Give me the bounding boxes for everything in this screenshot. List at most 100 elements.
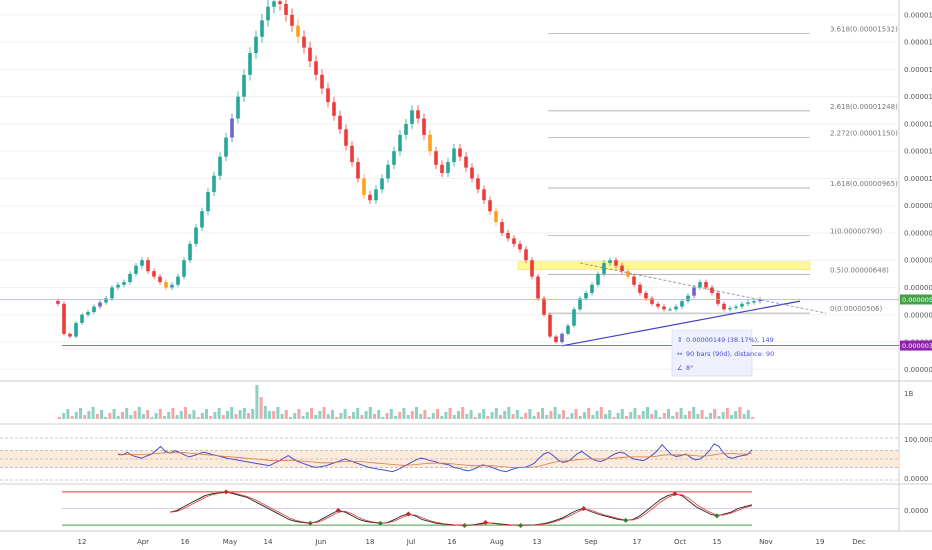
volume-bar	[394, 416, 397, 419]
fib-level-label: 0.5(0.00000648)	[830, 266, 889, 274]
volume-bar	[650, 414, 654, 419]
candle-body	[206, 192, 210, 212]
volume-bar	[79, 408, 82, 419]
candle-body	[224, 137, 228, 157]
volume-bar	[335, 417, 339, 419]
candle-body	[506, 232, 510, 239]
volume-bar	[553, 407, 557, 419]
volume-bar	[696, 414, 700, 419]
volume-bar	[688, 411, 691, 419]
volume-bar	[461, 407, 465, 419]
candle-body	[500, 222, 504, 233]
volume-bar	[700, 410, 704, 419]
candle-body	[596, 273, 600, 285]
volume-bar	[179, 411, 183, 419]
candle-body	[734, 306, 738, 308]
volume-bar	[297, 409, 301, 419]
stoch-cross-marker	[307, 520, 313, 526]
volume-bar	[725, 408, 729, 419]
candle-body	[674, 306, 678, 310]
volume-bar	[612, 417, 616, 419]
rsi-ma-line	[118, 452, 753, 468]
candle-body	[362, 178, 366, 195]
candlesticks	[56, 0, 762, 344]
volume-bar	[431, 413, 435, 419]
volume-bar	[478, 413, 481, 419]
candle-body	[722, 303, 726, 310]
volume-bar	[536, 412, 540, 419]
volume-bars	[58, 385, 754, 419]
candle-body	[320, 74, 324, 89]
candle-body	[566, 325, 570, 334]
candle-body	[266, 6, 270, 21]
volume-bar	[116, 416, 120, 419]
volume-bar	[511, 414, 515, 419]
volume-bar	[515, 410, 519, 419]
highlight-zone[interactable]	[517, 261, 811, 271]
volume-bar	[452, 415, 456, 419]
volume-bar	[322, 407, 326, 419]
rsi-axis-lower: 0.0000	[904, 475, 929, 483]
volume-bar	[100, 410, 103, 419]
candle-body	[128, 273, 132, 283]
volume-bar	[709, 413, 712, 419]
stoch-cross-marker	[377, 520, 383, 526]
volume-bar	[62, 413, 66, 419]
candle-body	[680, 301, 684, 307]
volume-bar	[402, 408, 406, 419]
volume-bar	[662, 413, 666, 419]
volume-bar	[608, 410, 612, 419]
x-axis-label: Jun	[315, 538, 327, 546]
price-tick-label: 0.00000700	[904, 257, 932, 265]
price-tag-label: 0.00000556	[902, 296, 932, 304]
volume-bar	[692, 407, 696, 419]
volume-bar	[499, 415, 502, 419]
fibonacci-levels[interactable]: 3.618(0.00001532) 2.618(0.00001248) 2.272(…	[548, 25, 898, 314]
candle-body	[56, 300, 60, 304]
stoch-cross-marker	[335, 507, 341, 513]
candle-body	[626, 271, 630, 277]
candle-body	[110, 287, 114, 299]
stoch-cross-marker	[714, 513, 720, 519]
candle-body	[752, 301, 756, 303]
volume-bar	[683, 415, 687, 419]
support-trendline[interactable]	[561, 300, 801, 347]
candle-body	[512, 238, 516, 244]
volume-bar	[524, 413, 528, 419]
volume-bar	[209, 416, 213, 419]
volume-bar	[343, 409, 347, 419]
volume-bar	[352, 412, 355, 419]
candle-body	[572, 309, 576, 326]
measure-box-background	[671, 329, 753, 377]
volume-bar	[742, 414, 746, 419]
volume-bar	[331, 410, 334, 419]
candle-body	[80, 314, 84, 323]
volume-bar	[406, 415, 410, 419]
stoch-cross-marker	[581, 506, 587, 511]
price-tag	[900, 294, 932, 305]
candle-body	[542, 298, 546, 315]
candle-body	[296, 25, 300, 37]
volume-bar	[482, 409, 486, 419]
stoch-cross-marker	[623, 517, 629, 523]
volume-bar	[95, 414, 99, 419]
x-axis-label: Apr	[137, 538, 149, 546]
volume-bar	[457, 411, 460, 419]
price-tick-label: 0.00000300	[904, 366, 932, 374]
volume-bar	[591, 415, 595, 419]
volume-bar	[184, 407, 187, 419]
volume-bar	[637, 415, 641, 419]
candle-body	[410, 110, 414, 124]
measure-box[interactable]: ⇕ 0.00000149 (38.17%), 149 ↔ 90 bars (90…	[671, 329, 774, 377]
resistance-trendline[interactable]	[579, 262, 827, 314]
candle-body	[338, 115, 342, 130]
candle-body	[314, 61, 318, 75]
price-tag-label: 0.00000387	[902, 342, 932, 350]
volume-bar	[738, 407, 742, 419]
volume-bar	[583, 412, 586, 419]
volume-bar	[133, 411, 137, 419]
candle-body	[416, 110, 420, 119]
candle-body	[548, 314, 552, 337]
candle-body	[428, 134, 432, 152]
